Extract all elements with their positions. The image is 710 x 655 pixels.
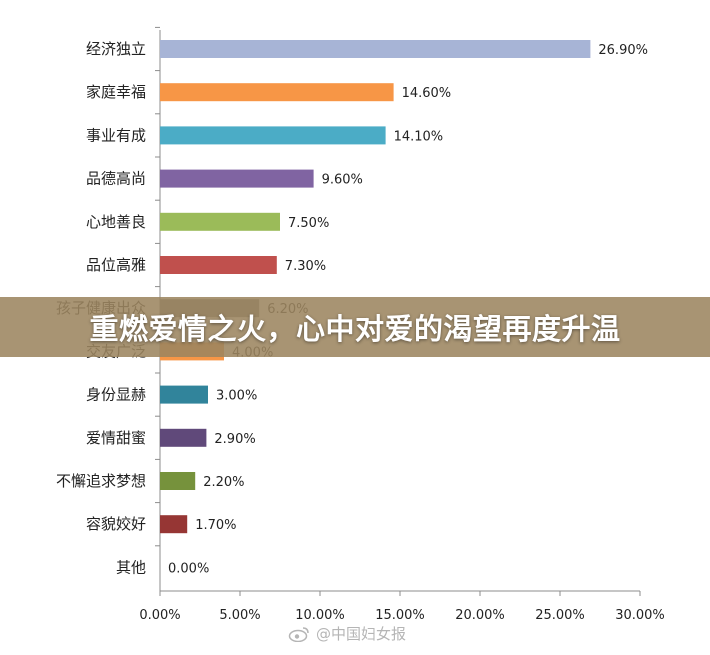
- category-label: 经济独立: [86, 40, 146, 58]
- title-banner: 重燃爱情之火，心中对爱的渴望再度升温: [0, 297, 710, 357]
- value-label: 2.20%: [203, 475, 244, 490]
- x-tick-label: 30.00%: [615, 608, 665, 623]
- value-label: 14.10%: [394, 129, 444, 144]
- value-label: 0.00%: [168, 561, 209, 576]
- x-tick-label: 15.00%: [375, 608, 425, 623]
- category-label: 容貌姣好: [86, 515, 146, 533]
- bar: [160, 83, 394, 102]
- bar: [160, 212, 280, 231]
- value-label: 14.60%: [402, 86, 452, 101]
- category-label: 事业有成: [86, 126, 146, 144]
- value-label: 7.50%: [288, 216, 329, 231]
- bar: [160, 40, 591, 58]
- category-label: 身份显赫: [86, 386, 146, 404]
- category-label: 心地善良: [86, 213, 146, 231]
- watermark: @中国妇女报: [288, 623, 406, 644]
- x-tick-label: 20.00%: [455, 608, 505, 623]
- value-label: 3.00%: [216, 389, 257, 404]
- category-label: 不懈追求梦想: [56, 472, 146, 490]
- category-label: 品位高雅: [86, 256, 146, 274]
- bar: [160, 126, 386, 145]
- bar: [160, 428, 207, 447]
- category-label: 家庭幸福: [86, 83, 146, 101]
- value-label: 7.30%: [285, 259, 326, 274]
- value-label: 9.60%: [322, 173, 363, 188]
- bar: [160, 472, 196, 490]
- x-tick-label: 5.00%: [219, 608, 260, 623]
- banner-title: 重燃爱情之火，心中对爱的渴望再度升温: [89, 312, 621, 346]
- x-tick-label: 0.00%: [139, 608, 180, 623]
- value-label: 26.90%: [598, 43, 648, 58]
- category-label: 其他: [116, 558, 146, 576]
- x-tick-label: 25.00%: [535, 608, 585, 623]
- bar: [160, 169, 314, 188]
- bar: [160, 385, 208, 404]
- x-tick-label: 10.00%: [295, 608, 345, 623]
- bar: [160, 256, 277, 274]
- category-label: 品德高尚: [86, 170, 146, 188]
- category-label: 爱情甜蜜: [86, 429, 146, 447]
- value-label: 1.70%: [195, 518, 236, 533]
- value-label: 2.90%: [214, 432, 255, 447]
- x-axis: 0.00% 5.00% 10.00% 15.00% 20.00% 25.00% 30.00%: [139, 590, 665, 623]
- watermark-text: @中国妇女报: [316, 625, 407, 643]
- weibo-icon: [288, 626, 309, 642]
- bar: [160, 515, 188, 534]
